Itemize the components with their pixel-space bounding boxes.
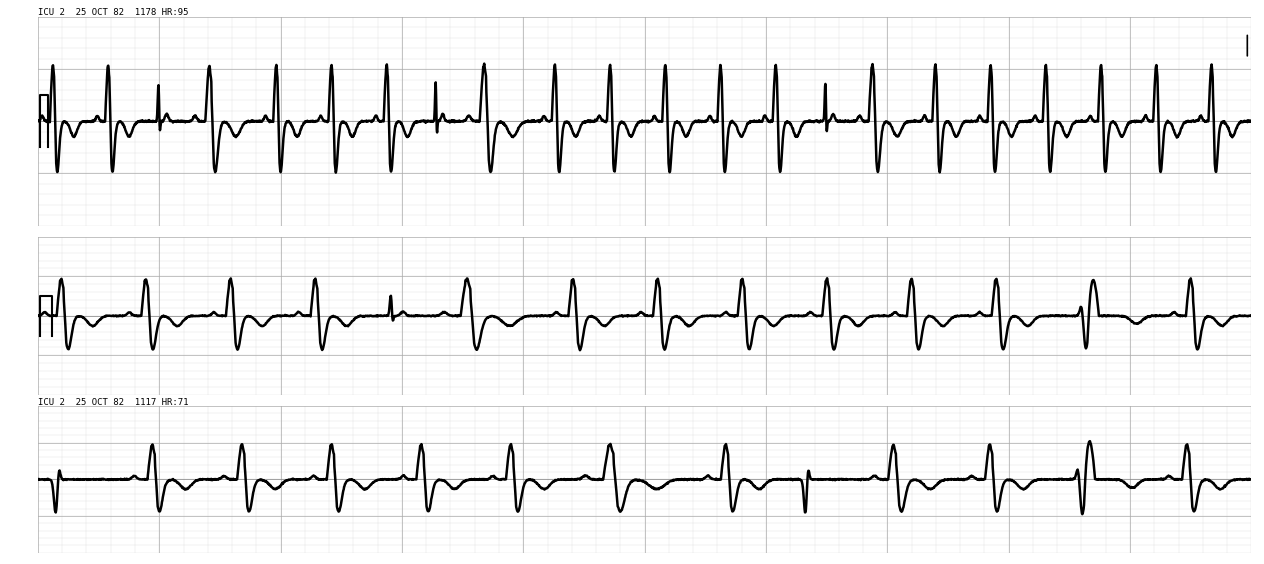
Text: ICU 2  25 OCT 82  1117 HR:71: ICU 2 25 OCT 82 1117 HR:71 xyxy=(38,398,188,407)
Text: ICU 2  25 OCT 82  1178 HR:95: ICU 2 25 OCT 82 1178 HR:95 xyxy=(38,8,188,17)
